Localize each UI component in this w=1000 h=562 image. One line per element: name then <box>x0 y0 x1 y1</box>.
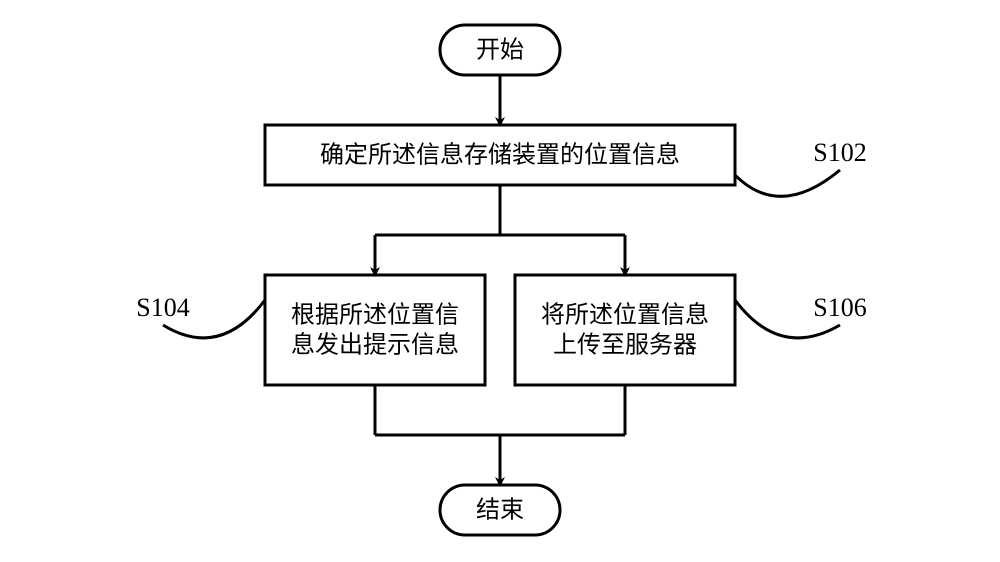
svg-text:息发出提示信息: 息发出提示信息 <box>291 332 459 359</box>
node-s104: 根据所述位置信息发出提示信息 <box>265 275 485 385</box>
svg-text:结束: 结束 <box>476 497 524 524</box>
svg-text:根据所述位置信: 根据所述位置信 <box>291 302 459 329</box>
svg-text:确定所述信息存储装置的位置信息: 确定所述信息存储装置的位置信息 <box>320 142 680 169</box>
node-s102: 确定所述信息存储装置的位置信息 <box>265 125 735 185</box>
node-start: 开始 <box>440 25 560 75</box>
svg-text:将所述位置信息: 将所述位置信息 <box>541 302 709 329</box>
svg-text:上传至服务器: 上传至服务器 <box>553 332 697 359</box>
node-end: 结束 <box>440 485 560 535</box>
flowchart-svg: 开始确定所述信息存储装置的位置信息根据所述位置信息发出提示信息将所述位置信息上传… <box>0 0 1000 562</box>
svg-text:开始: 开始 <box>476 37 524 64</box>
label-s104_label: S104 <box>136 293 189 322</box>
node-s106: 将所述位置信息上传至服务器 <box>515 275 735 385</box>
label-s106_label: S106 <box>813 293 866 322</box>
label-s102_label: S102 <box>813 138 866 167</box>
curve-s102_label <box>735 170 840 196</box>
